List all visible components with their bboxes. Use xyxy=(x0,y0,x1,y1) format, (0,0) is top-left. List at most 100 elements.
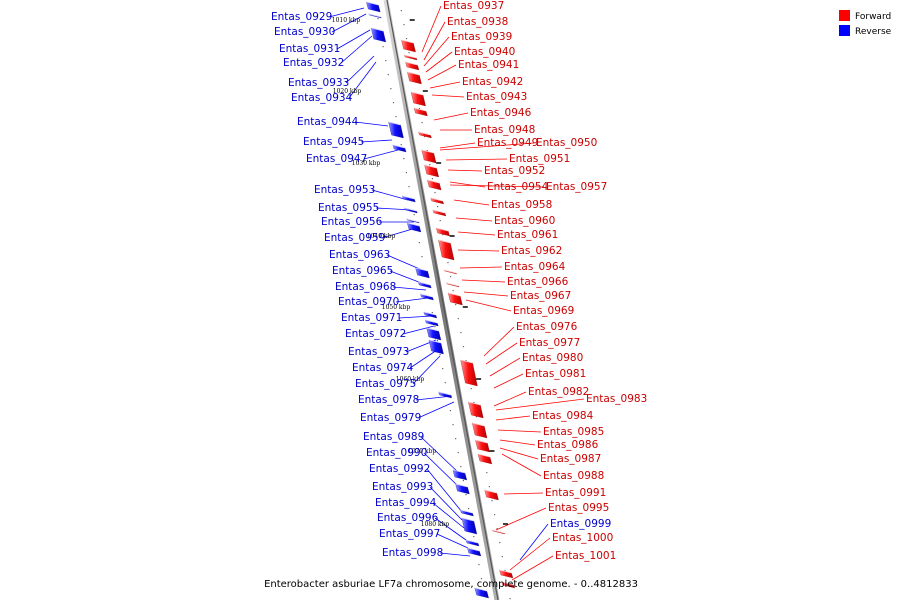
reverse-gene-label[interactable]: Entas_0945 xyxy=(303,136,364,148)
forward-gene-label[interactable]: Entas_0952 xyxy=(484,165,545,177)
reverse-gene-label[interactable]: Entas_0989 xyxy=(363,431,424,443)
forward-gene-label[interactable]: Entas_0951 xyxy=(509,153,570,165)
reverse-gene-label[interactable]: Entas_0953 xyxy=(314,184,375,196)
feature-highlight xyxy=(392,144,405,149)
reverse-gene-label[interactable]: Entas_0944 xyxy=(297,116,359,128)
reverse-gene-label[interactable]: Entas_0931 xyxy=(279,43,340,55)
reverse-leader-line xyxy=(395,297,429,303)
forward-gene-label[interactable]: Entas_0976 xyxy=(516,321,578,333)
feature-highlight xyxy=(424,164,437,169)
reverse-gene-label[interactable]: Entas_0994 xyxy=(375,497,437,509)
reverse-gene-label[interactable]: Entas_0992 xyxy=(369,463,430,475)
feature-highlight xyxy=(401,39,414,44)
reverse-gene-label[interactable]: Entas_0970 xyxy=(338,296,399,308)
reverse-leader-line xyxy=(402,325,435,335)
forward-gene-label[interactable]: Entas_0977 xyxy=(519,337,580,349)
forward-gene-label[interactable]: Entas_1000 xyxy=(552,532,613,544)
reverse-gene-label[interactable]: Entas_0955 xyxy=(318,202,379,214)
reverse-gene-label[interactable]: Entas_0965 xyxy=(332,265,393,277)
track-dot xyxy=(455,438,457,440)
reverse-gene-label[interactable]: Entas_0956 xyxy=(321,216,383,228)
feature-highlight xyxy=(418,281,431,286)
reverse-leader-line xyxy=(426,468,463,513)
map-caption: Enterobacter asburiae LF7a chromosome, c… xyxy=(264,579,638,590)
reverse-gene-label[interactable]: Entas_0993 xyxy=(372,481,433,493)
reverse-gene-label[interactable]: Entas_0929 xyxy=(271,11,332,23)
forward-gene-label[interactable]: Entas_0937 xyxy=(443,0,504,12)
forward-gene-label[interactable]: Entas_0960 xyxy=(494,215,555,227)
backbone-line xyxy=(383,0,500,600)
forward-leader-line xyxy=(423,36,450,67)
reverse-gene-label[interactable]: Entas_0997 xyxy=(379,528,440,540)
forward-gene-label[interactable]: Entas_0941 xyxy=(458,59,519,71)
forward-gene-label[interactable]: Entas_1001 xyxy=(555,550,616,562)
forward-gene-label[interactable]: Entas_0943 xyxy=(466,91,527,103)
scale-tick-label: 1030 kbp xyxy=(352,160,381,167)
forward-gene-label[interactable]: Entas_0967 xyxy=(510,290,571,302)
forward-gene-label[interactable]: Entas_0995 xyxy=(548,502,609,514)
track-dot xyxy=(491,500,493,502)
reverse-gene-label[interactable]: Entas_0999 xyxy=(550,518,611,530)
reverse-gene-label[interactable]: Entas_0974 xyxy=(352,362,414,374)
track-dot xyxy=(465,494,467,496)
forward-gene-label[interactable]: Entas_0949 xyxy=(477,137,538,149)
forward-gene-label[interactable]: Entas_0986 xyxy=(537,439,599,451)
forward-gene-label[interactable]: Entas_0946 xyxy=(470,107,532,119)
reverse-gene-label[interactable]: Entas_0932 xyxy=(283,57,344,69)
track-dot xyxy=(462,480,464,482)
track-dot xyxy=(436,340,439,342)
forward-leader-line xyxy=(429,81,461,89)
forward-gene-label[interactable]: Entas_0961 xyxy=(497,229,558,241)
reverse-gene-label[interactable]: Entas_0998 xyxy=(382,547,443,559)
forward-gene-label[interactable]: Entas_0954 xyxy=(487,181,549,193)
track-dot xyxy=(455,304,457,306)
forward-gene-label[interactable]: Entas_0987 xyxy=(540,453,601,465)
forward-gene-label[interactable]: Entas_0982 xyxy=(528,386,589,398)
forward-gene-label[interactable]: Entas_0964 xyxy=(504,261,566,273)
track-dot xyxy=(444,382,446,384)
forward-gene-label[interactable]: Entas_0942 xyxy=(462,76,523,88)
feature-highlight xyxy=(460,509,473,514)
forward-gene-label[interactable]: Entas_0984 xyxy=(532,410,594,422)
forward-gene-label[interactable]: Entas_0950 xyxy=(536,137,597,149)
track-dot xyxy=(400,144,402,146)
forward-gene-label[interactable]: Entas_0938 xyxy=(447,16,508,28)
forward-gene-label[interactable]: Entas_0939 xyxy=(451,31,512,43)
feature-highlight xyxy=(484,489,497,494)
forward-gene-label[interactable]: Entas_0966 xyxy=(507,276,569,288)
feature-highlight xyxy=(438,391,451,396)
forward-gene-label[interactable]: Entas_0983 xyxy=(586,393,647,405)
forward-gene-label[interactable]: Entas_0991 xyxy=(545,487,606,499)
forward-gene-label[interactable]: Entas_0981 xyxy=(525,368,586,380)
reverse-gene-label[interactable]: Entas_0979 xyxy=(360,412,421,424)
reverse-gene-label[interactable]: Entas_0990 xyxy=(366,447,427,459)
forward-legend-swatch xyxy=(839,10,850,21)
reverse-gene-label[interactable]: Entas_0996 xyxy=(377,512,439,524)
forward-gene-label[interactable]: Entas_0948 xyxy=(474,124,535,136)
forward-gene-label[interactable]: Entas_0962 xyxy=(501,245,562,257)
forward-leader-line xyxy=(461,279,506,283)
forward-leader-line xyxy=(431,94,465,98)
forward-gene-label[interactable]: Entas_0969 xyxy=(513,305,574,317)
reverse-gene-label[interactable]: Entas_0959 xyxy=(324,232,385,244)
reverse-gene-label[interactable]: Entas_0972 xyxy=(345,328,406,340)
reverse-gene-label[interactable]: Entas_0933 xyxy=(288,77,349,89)
forward-gene-label[interactable]: Entas_0957 xyxy=(546,181,607,193)
reverse-gene-label[interactable]: Entas_0934 xyxy=(291,92,353,104)
reverse-gene-label[interactable]: Entas_0978 xyxy=(358,394,419,406)
reverse-gene-label[interactable]: Entas_0973 xyxy=(348,346,409,358)
reverse-gene-label[interactable]: Entas_0947 xyxy=(306,153,367,165)
forward-gene-label[interactable]: Entas_0958 xyxy=(491,199,552,211)
forward-gene-label[interactable]: Entas_0985 xyxy=(543,426,604,438)
forward-gene-label[interactable]: Entas_0988 xyxy=(543,470,604,482)
forward-gene-label[interactable]: Entas_0980 xyxy=(522,352,583,364)
forward-gene-label[interactable]: Entas_0940 xyxy=(454,46,515,58)
forward-gene-feature xyxy=(413,107,428,117)
reverse-gene-label[interactable]: Entas_0968 xyxy=(335,281,396,293)
reverse-gene-label[interactable]: Entas_0963 xyxy=(329,249,390,261)
scale-tick-label: 1070 kbp xyxy=(408,448,437,455)
reverse-gene-label[interactable]: Entas_0930 xyxy=(274,26,335,38)
reverse-gene-label[interactable]: Entas_0971 xyxy=(341,312,402,324)
feature-highlight xyxy=(418,131,431,136)
reverse-gene-label[interactable]: Entas_0975 xyxy=(355,378,416,390)
